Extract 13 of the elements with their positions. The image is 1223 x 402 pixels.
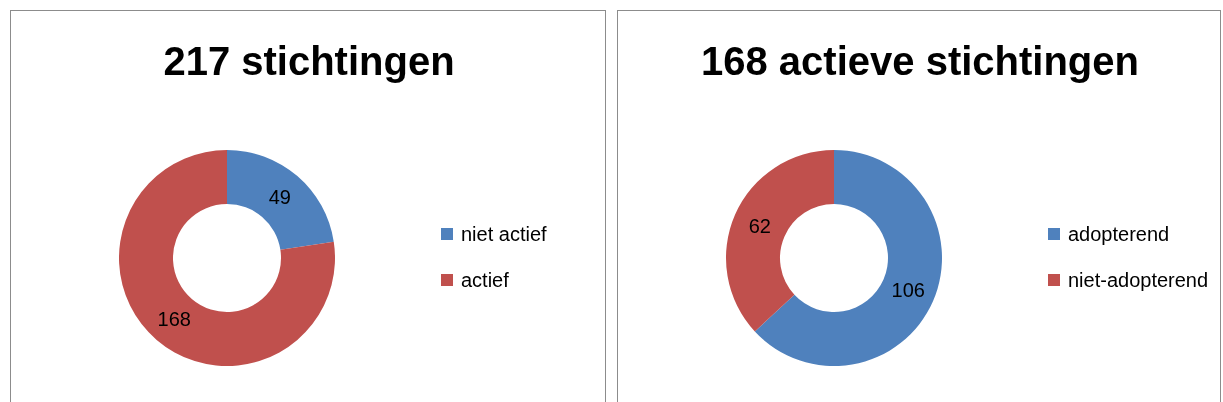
data-label: 62 — [748, 214, 771, 237]
legend-label: actief — [460, 267, 510, 293]
data-label: 106 — [891, 279, 925, 302]
chart-title: 168 actieve stichtingen — [700, 39, 1140, 84]
chart-title: 217 stichtingen — [162, 39, 456, 84]
donut-slice — [227, 150, 334, 250]
legend-label: adopterend — [1067, 221, 1171, 247]
data-label: 168 — [157, 308, 191, 331]
donut-slice — [726, 150, 834, 332]
data-label: 49 — [268, 185, 291, 208]
legend-label: niet actief — [460, 221, 548, 247]
donut-slice — [119, 150, 335, 366]
legend-label: niet-adopterend — [1067, 267, 1210, 293]
